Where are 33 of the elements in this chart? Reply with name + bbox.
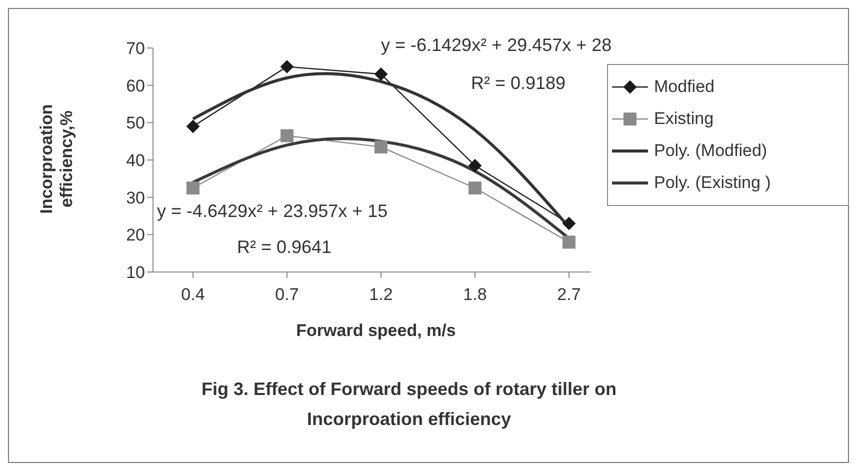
point	[374, 68, 388, 81]
annotation: y = -4.6429x² + 23.957x + 15	[157, 201, 388, 222]
legend-label: Poly. (Modfied)	[654, 141, 768, 161]
x-tick-label: 0.7	[275, 285, 299, 304]
x-axis-title: Forward speed, m/s	[295, 321, 457, 341]
y-tick-label: 40	[126, 151, 145, 170]
point	[468, 182, 482, 194]
legend-label: Poly. (Existing )	[654, 173, 771, 193]
x-tick-label: 1.8	[463, 285, 487, 304]
point	[186, 182, 200, 194]
x-tick-label: 1.2	[369, 285, 393, 304]
point	[186, 120, 200, 133]
y-tick-label: 20	[126, 226, 145, 245]
y-tick-label: 60	[126, 76, 145, 96]
legend-label: Modfied	[654, 77, 714, 97]
caption: Fig 3. Effect of Forward speeds of rotary tiller on Incorproation efficiency	[200, 378, 618, 431]
annotation: R² = 0.9641	[237, 237, 332, 258]
point	[374, 140, 388, 154]
point	[280, 129, 294, 142]
y-tick-label: 50	[126, 114, 145, 133]
annotation: R² = 0.9189	[471, 73, 566, 94]
point	[468, 159, 482, 172]
legend-label: Existing	[654, 109, 714, 129]
y-tick-label: 30	[126, 188, 145, 208]
point	[280, 60, 294, 74]
point	[562, 236, 576, 249]
y-tick-label: 70	[126, 39, 145, 58]
point	[562, 216, 576, 230]
x-tick-label: 0.4	[181, 285, 205, 304]
annotation: y = -6.1429x² + 29.457x + 28	[381, 35, 612, 56]
y-axis-title: Incorproation efficiency,%	[37, 104, 77, 214]
x-tick-label: 2.7	[557, 285, 581, 304]
y-tick-label: 10	[126, 263, 145, 282]
